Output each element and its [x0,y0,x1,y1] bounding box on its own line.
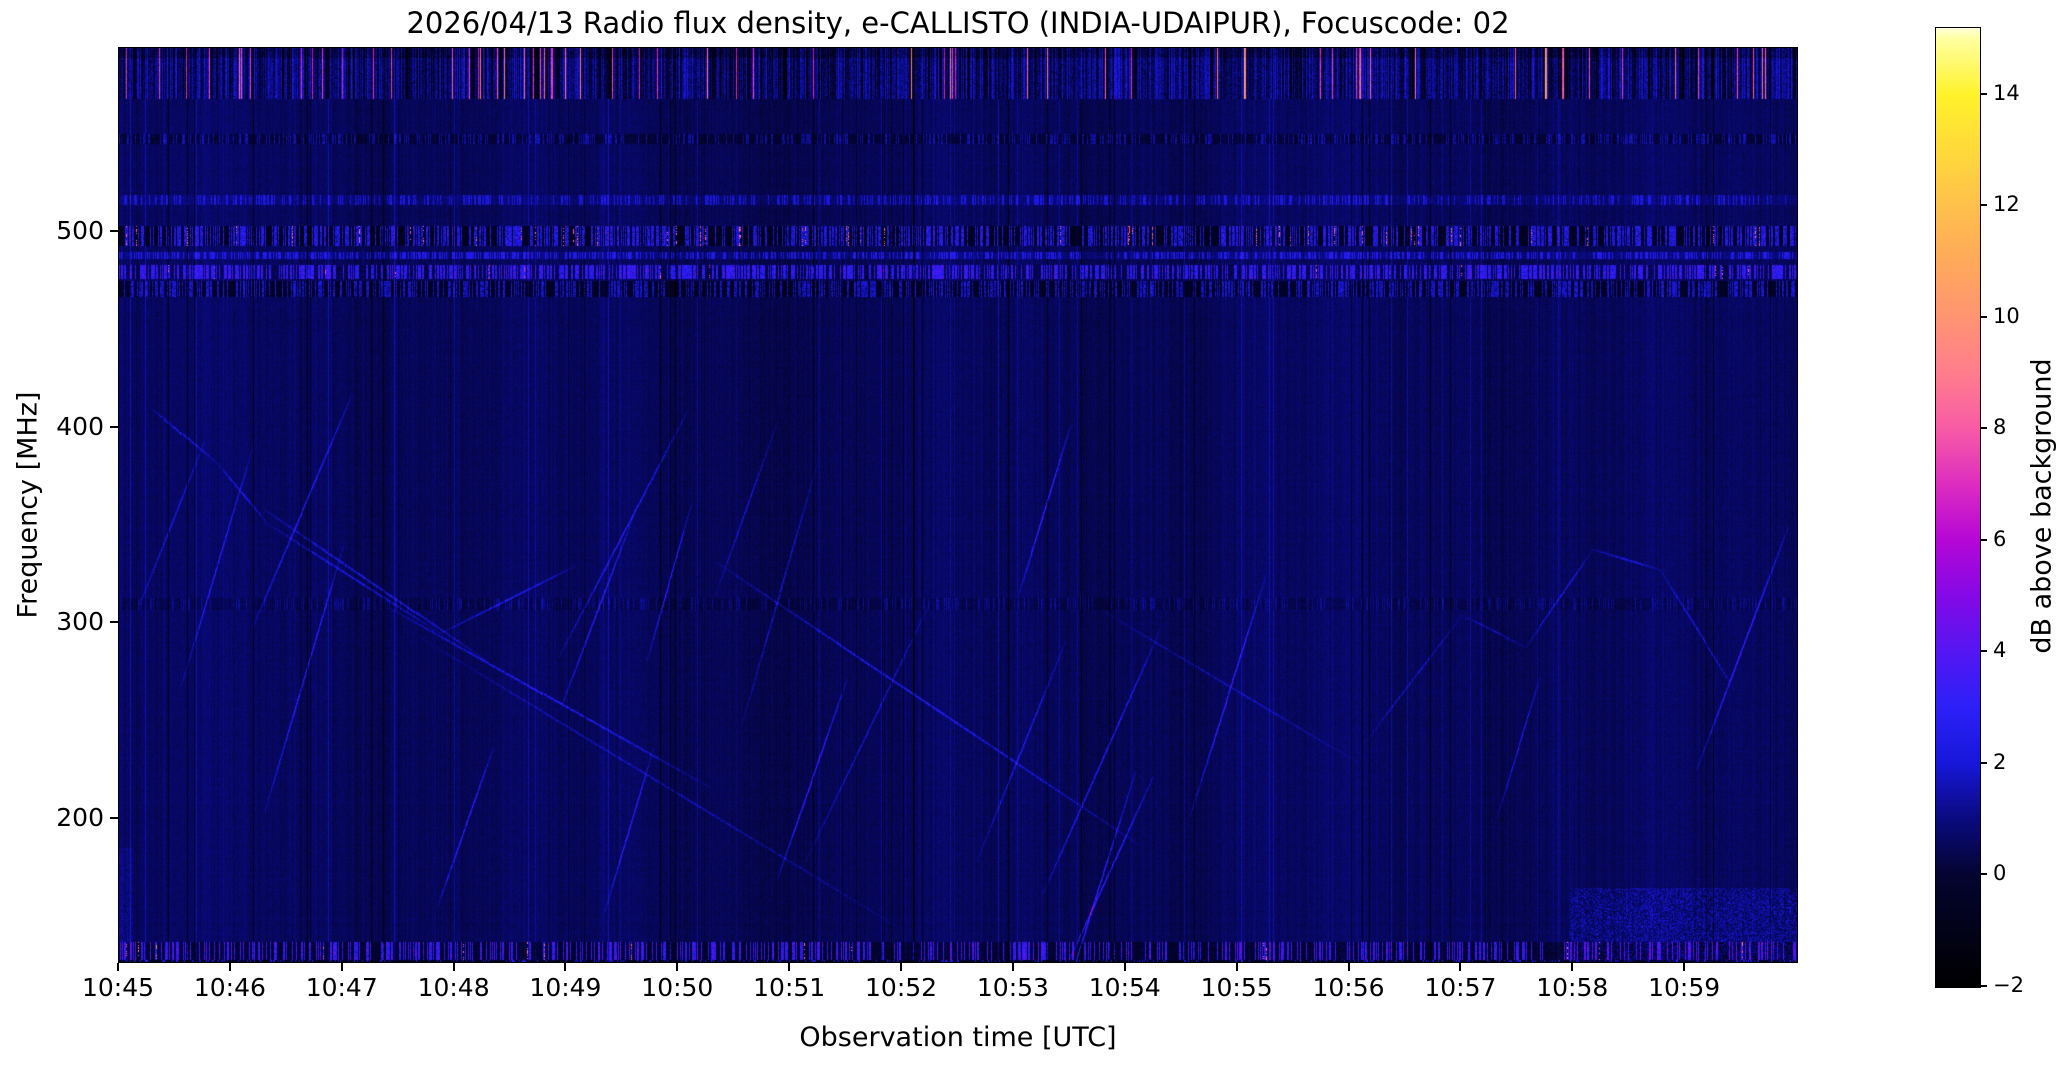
x-tick-mark [1235,963,1238,971]
spectrogram-canvas [119,48,1797,962]
plot-area [118,47,1798,963]
y-tick-mark [110,229,118,232]
x-tick-label: 10:50 [641,973,714,1002]
x-tick-mark [900,963,903,971]
x-tick-label: 10:59 [1648,973,1721,1002]
x-tick-mark [1683,963,1686,971]
x-tick-label: 10:54 [1088,973,1161,1002]
y-tick-label: 200 [56,803,104,833]
x-tick-mark [117,963,119,971]
x-tick-mark [452,963,455,971]
x-tick-label: 10:51 [753,973,826,1002]
colorbar-tick-mark [1980,204,1987,207]
colorbar-tick-label: 10 [1993,303,2020,328]
colorbar-tick-label: 14 [1993,80,2020,105]
x-tick-label: 10:52 [865,973,938,1002]
x-tick-label: 10:57 [1424,973,1497,1002]
colorbar-tick-mark [1980,92,1987,95]
x-tick-label: 10:53 [976,973,1049,1002]
colorbar-label-text: dB above background [2026,358,2058,654]
colorbar-tick-mark [1980,650,1987,653]
x-tick-label: 10:49 [529,973,602,1002]
x-tick-label: 10:56 [1312,973,1385,1002]
y-tick-mark [110,817,118,820]
y-tick-label: 400 [56,411,104,441]
x-tick-mark [1123,963,1126,971]
colorbar-tick-mark [1980,985,1987,987]
x-tick-label: 10:45 [81,973,155,1002]
x-tick-label: 10:46 [193,973,266,1002]
x-axis-label: Observation time [UTC] [799,1022,1117,1053]
x-tick-mark [1011,963,1014,971]
x-tick-label: 10:48 [417,973,490,1002]
x-tick-mark [340,963,343,971]
y-tick-mark [110,425,118,428]
colorbar-tick-label: 0 [1993,861,2007,886]
x-tick-mark [1571,963,1574,971]
colorbar-tick-mark [1980,761,1987,764]
y-tick-mark [110,621,118,624]
colorbar-tick-mark [1980,427,1987,430]
x-tick-mark [1347,963,1350,971]
y-tick-label: 500 [56,215,104,245]
colorbar-tick-label: 12 [1993,192,2020,217]
x-tick-mark [564,963,567,971]
colorbar [1935,27,1981,988]
colorbar-tick-mark [1980,873,1987,876]
chart-title: 2026/04/13 Radio flux density, e-CALLIST… [406,6,1510,40]
colorbar-tick-label: 8 [1993,415,2007,440]
x-tick-mark [788,963,791,971]
colorbar-tick-label: 2 [1993,749,2007,774]
colorbar-tick-label: 4 [1993,638,2007,663]
y-tick-label: 300 [56,607,104,637]
x-tick-mark [1459,963,1462,971]
colorbar-tick-mark [1980,315,1987,318]
colorbar-tick-label: 6 [1993,526,2007,551]
x-tick-label: 10:58 [1536,973,1609,1002]
colorbar-tick-label: −2 [1993,973,2024,997]
x-tick-mark [228,963,231,971]
x-tick-mark [676,963,679,971]
x-tick-label: 10:47 [305,973,378,1002]
x-tick-label: 10:55 [1200,973,1273,1002]
colorbar-tick-mark [1980,538,1987,541]
